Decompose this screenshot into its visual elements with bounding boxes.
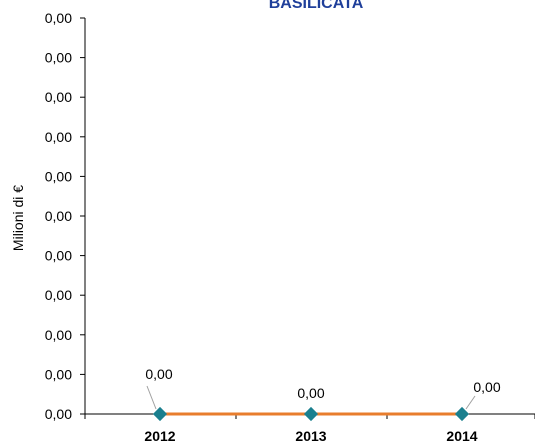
x-tick-label: 2012 (144, 428, 175, 443)
data-point (152, 406, 168, 422)
leader-line (465, 395, 476, 410)
y-tick-label: 0,00 (45, 89, 72, 105)
data-point (303, 406, 319, 422)
y-tick-label: 0,00 (45, 208, 72, 224)
x-tick-label: 2013 (295, 428, 326, 443)
data-label: 0,00 (145, 366, 172, 382)
y-tick-label: 0,00 (45, 10, 72, 26)
data-point (454, 406, 470, 422)
data-label: 0,00 (473, 379, 500, 395)
y-tick-label: 0,00 (45, 366, 72, 382)
y-tick-label: 0,00 (45, 406, 72, 422)
x-tick-label: 2014 (446, 428, 477, 443)
y-axis-label: Milioni di € (10, 185, 26, 251)
y-tick-label: 0,00 (45, 287, 72, 303)
y-tick-label: 0,00 (45, 327, 72, 343)
y-tick-label: 0,00 (45, 129, 72, 145)
chart-title: BASILICATA (269, 0, 364, 12)
series-group (152, 406, 470, 422)
y-tick-label: 0,00 (45, 248, 72, 264)
axes (84, 18, 535, 415)
y-tick-label: 0,00 (45, 168, 72, 184)
data-label: 0,00 (297, 385, 324, 401)
data-labels: 0,00 0,00 0,00 (145, 366, 501, 410)
leader-line (146, 385, 157, 410)
y-ticks: 0,00 0,00 0,00 0,00 0,00 0,00 0,00 0,00 0,00 0,00… (45, 10, 85, 422)
x-ticks: 2012 2013 2014 (84, 414, 535, 443)
y-tick-label: 0,00 (45, 50, 72, 66)
